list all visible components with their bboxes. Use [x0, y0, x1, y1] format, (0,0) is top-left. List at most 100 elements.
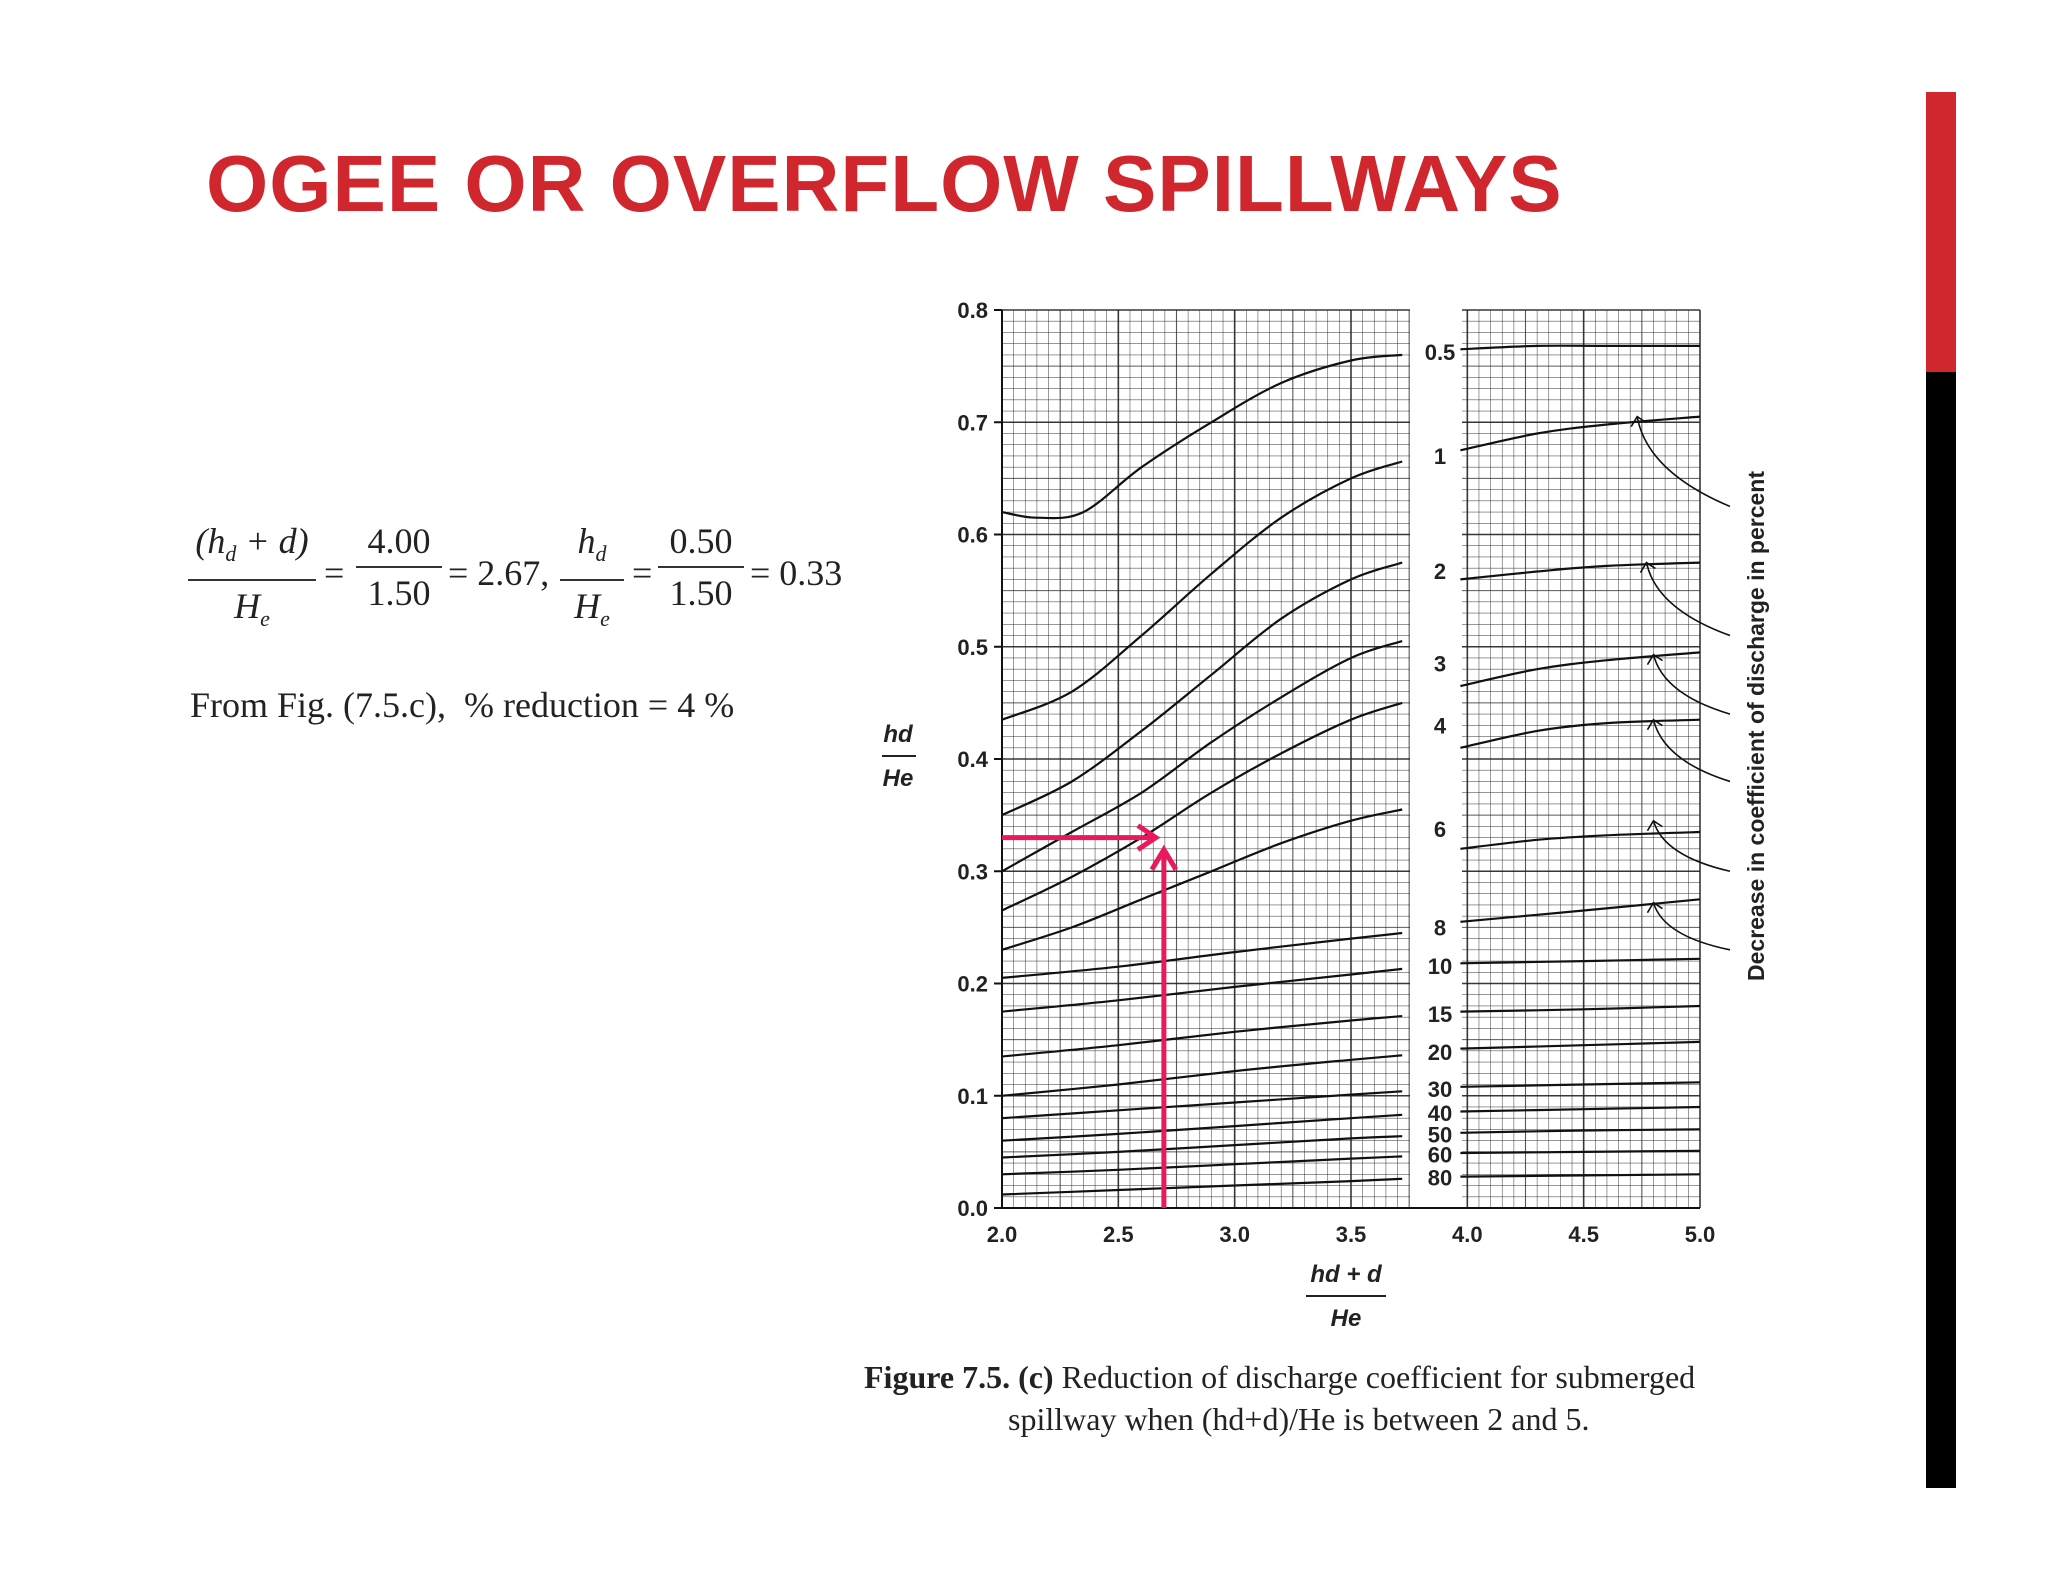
frac1-den: H	[234, 586, 261, 627]
curve-3-left	[1001, 640, 1403, 873]
caption-line2: spillway when (hd+d)/He is between 2 and…	[1008, 1401, 1590, 1437]
annotation-arrow	[1652, 719, 1731, 783]
y-tick-label: 0.7	[957, 410, 988, 435]
curve-label: 1	[1434, 444, 1446, 469]
reading-arrows	[1002, 823, 1179, 1208]
curve-10-right	[1460, 957, 1701, 965]
y-tick-label: 0.3	[957, 859, 988, 884]
curve-label: 50	[1428, 1122, 1452, 1147]
curve-20-right	[1460, 1040, 1701, 1050]
curve-40-left	[1001, 1113, 1403, 1142]
curve-30-left	[1001, 1090, 1403, 1120]
curve-0.5-right	[1460, 344, 1700, 351]
frac3-num: h	[577, 521, 596, 561]
equals-4: = 0.33	[750, 553, 843, 593]
curve-80-right	[1460, 1173, 1701, 1178]
curve-label: 20	[1428, 1040, 1452, 1065]
annotation-arrowhead	[1646, 901, 1663, 914]
y-axis-title-num: hd	[883, 721, 914, 748]
curve-3-right	[1460, 651, 1701, 688]
curve-80-left	[1001, 1177, 1403, 1196]
y-tick-label: 0.1	[957, 1084, 988, 1109]
curve-label-column	[1410, 340, 1462, 1188]
frac4-num: 0.50	[658, 518, 744, 568]
y-tick-label: 0.8	[957, 298, 988, 323]
x-tick-label: 3.0	[1219, 1222, 1250, 1247]
reading-horizontal-arrowhead	[1136, 823, 1161, 852]
side-accent-bar-red	[1926, 92, 1956, 372]
curve-30-right	[1460, 1081, 1701, 1088]
result-text: From Fig. (7.5.c), % reduction = 4 %	[190, 685, 735, 725]
x-tick-label: 3.5	[1336, 1222, 1367, 1247]
equals-2: = 2.67,	[448, 553, 550, 593]
fraction-4-over-1.5: 4.00 1.50	[356, 518, 442, 616]
x-axis-title-den: He	[1331, 1305, 1362, 1332]
y-tick-label: 0.4	[957, 747, 988, 772]
curve-label: 40	[1428, 1101, 1452, 1126]
annotation-arrowhead	[1639, 561, 1656, 573]
x-axis-title-num: hd + d	[1310, 1261, 1383, 1288]
x-tick-label: 4.5	[1568, 1222, 1599, 1247]
equals-1: =	[324, 553, 345, 593]
chart-curves	[1001, 344, 1701, 1196]
curve-60-left	[1001, 1155, 1403, 1176]
y-axis-title-den: He	[883, 765, 914, 792]
frac2-den: 1.50	[367, 573, 431, 613]
annotation-arrowhead	[1646, 718, 1663, 731]
curve-60-right	[1460, 1149, 1701, 1155]
fraction-hd-plus-d-over-he: (hd + d) He	[188, 518, 316, 642]
annotation-arrowhead	[1646, 819, 1663, 832]
slide-title: OGEE OR OVERFLOW SPILLWAYS	[206, 139, 1563, 228]
annotation-arrow	[1636, 416, 1731, 508]
x-tick-label: 2.0	[987, 1222, 1018, 1247]
frac4-den: 1.50	[669, 573, 733, 613]
curve-1-right	[1460, 415, 1701, 452]
curve-label: 15	[1428, 1002, 1452, 1027]
frac1-den-sub: e	[260, 606, 270, 632]
y-tick-label: 0.0	[957, 1196, 988, 1221]
figure-caption: Figure 7.5. (c) Reduction of discharge c…	[864, 1356, 1804, 1440]
curve-6-left	[1001, 808, 1403, 951]
frac1-num-sub: d	[225, 541, 237, 567]
annotation-arrow	[1645, 562, 1731, 637]
curve-2-right	[1460, 561, 1701, 581]
annotation-arrowhead	[1630, 415, 1647, 428]
frac3-den: H	[574, 586, 601, 627]
annotation-arrow	[1652, 654, 1731, 715]
curve-15-right	[1460, 1004, 1701, 1013]
chart-axes: 2.0 2.5 3.0 3.5 4.0 4.5 5.00.00.10.20.30.40.50…	[882, 298, 1769, 1332]
fraction-0.5-over-1.5: 0.50 1.50	[658, 518, 744, 616]
x-tick-label: 2.5	[1103, 1222, 1134, 1247]
frac2-num: 4.00	[356, 518, 442, 568]
curve-6-right	[1460, 830, 1701, 850]
curve-2-left	[1001, 561, 1403, 817]
curve-15-left	[1001, 1015, 1403, 1058]
curve-50-right	[1460, 1128, 1701, 1134]
curve-label: 80	[1428, 1166, 1452, 1191]
curve-label: 30	[1428, 1077, 1452, 1102]
y-tick-label: 0.2	[957, 972, 988, 997]
frac3-num-sub: d	[595, 541, 607, 567]
curve-20-left	[1001, 1054, 1403, 1097]
chart-grid	[1001, 309, 1701, 1209]
frac1-num: (h	[195, 521, 226, 561]
reading-vertical-arrowhead	[1149, 844, 1179, 871]
caption-line1: Reduction of discharge coefficient for s…	[1053, 1359, 1696, 1395]
curve-4-right	[1460, 718, 1701, 749]
annotation-arrow	[1652, 820, 1731, 873]
curve-label: 8	[1434, 915, 1446, 940]
x-tick-label: 5.0	[1685, 1222, 1716, 1247]
equation: (hd + d) He = 4.00 1.50 = 2.67, hd He = …	[188, 518, 848, 632]
annotation-arrow	[1652, 902, 1731, 951]
curve-label: 10	[1428, 954, 1452, 979]
right-axis-title: Decrease in coefficient of discharge in …	[1743, 471, 1769, 981]
curve-50-left	[1001, 1135, 1403, 1159]
curve-8-right	[1460, 898, 1701, 923]
frac3-den-sub: e	[600, 606, 610, 632]
curve-label: 60	[1428, 1143, 1452, 1168]
side-accent-bar-black	[1926, 372, 1956, 1488]
curve-label: 4	[1434, 713, 1447, 738]
curve-4-left	[1001, 701, 1403, 912]
